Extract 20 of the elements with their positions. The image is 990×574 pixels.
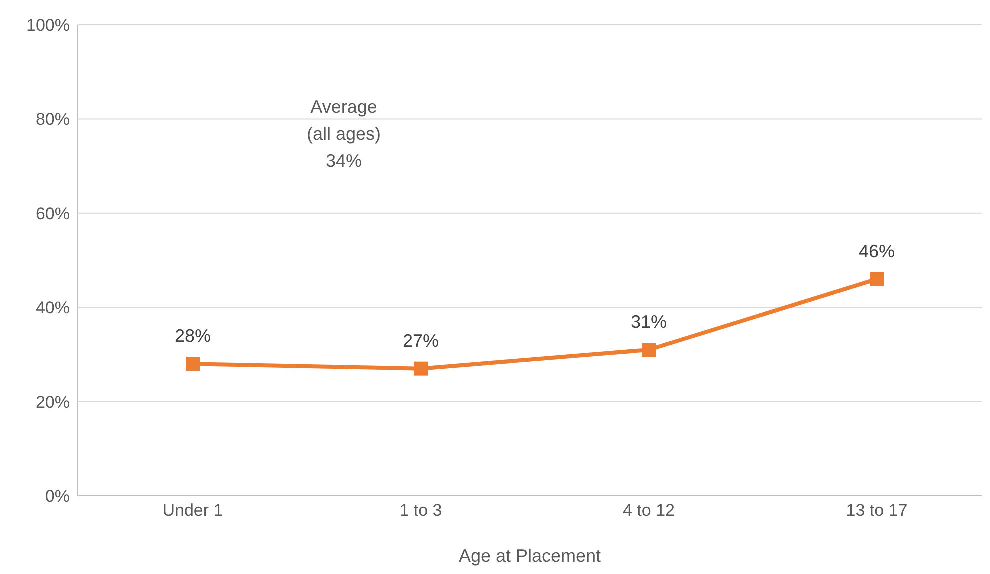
point [642, 342, 656, 357]
y-tick-label: 40% [36, 298, 70, 318]
x-tick-label: Under 1 [162, 501, 224, 520]
data-label: 46% [858, 241, 896, 262]
data-label: 28% [174, 326, 212, 346]
x-tick-label: 4 to 12 [623, 501, 675, 520]
y-tick-label: 0% [45, 487, 70, 506]
point [186, 357, 200, 372]
data-label: 27% [402, 330, 440, 351]
y-tick-label: 20% [36, 392, 70, 412]
data-label: 31% [630, 312, 668, 332]
y-tick-label: 80% [36, 110, 70, 130]
point [414, 362, 428, 376]
point [870, 272, 884, 286]
x-axis-title: Age at Placement [458, 546, 602, 566]
y-tick-label: 100% [26, 16, 70, 36]
annotation: Average (all ages) 34% [306, 97, 382, 171]
x-tick-label: 1 to 3 [400, 501, 442, 520]
x-tick-label: 13 to 17 [846, 501, 908, 520]
y-tick-label: 60% [36, 204, 70, 224]
